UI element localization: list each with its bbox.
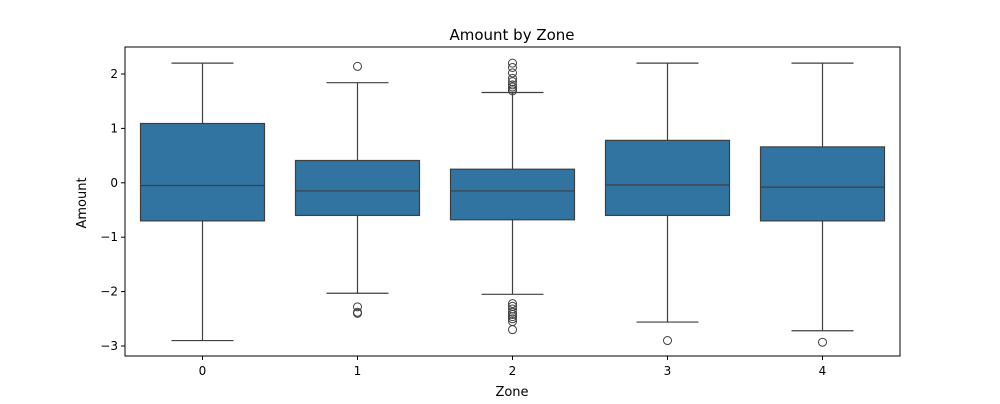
- outlier-point: [818, 337, 827, 347]
- y-tick-label: −2: [100, 285, 118, 299]
- y-tick-label: 2: [110, 67, 118, 81]
- outlier-point: [508, 82, 517, 92]
- y-tick-label: −3: [100, 339, 118, 353]
- outlier-point: [353, 308, 362, 318]
- x-tick-label: 1: [354, 364, 362, 378]
- box-zone-3: [604, 62, 731, 346]
- box-zone-4: [759, 62, 886, 347]
- y-tick-label: 0: [110, 176, 118, 190]
- y-axis-label: Amount: [75, 177, 90, 228]
- outlier-point: [508, 325, 517, 335]
- iqr-box: [604, 139, 731, 217]
- box-zone-0: [139, 62, 266, 342]
- outlier-point: [508, 80, 517, 90]
- box-zone-2: [449, 58, 576, 335]
- box-zone-1: [294, 61, 421, 318]
- y-tick-label: 1: [110, 121, 118, 135]
- outlier-point: [508, 86, 517, 96]
- outlier-point: [508, 314, 517, 324]
- outlier-point: [353, 302, 362, 312]
- x-tick-label: 4: [819, 364, 827, 378]
- iqr-box: [449, 168, 576, 221]
- x-tick-label: 0: [199, 364, 207, 378]
- outlier-point: [508, 312, 517, 322]
- iqr-box: [139, 122, 266, 222]
- outlier-point: [508, 73, 517, 83]
- outlier-point: [508, 62, 517, 72]
- outlier-point: [508, 68, 517, 78]
- outlier-point: [663, 336, 672, 346]
- outlier-point: [508, 309, 517, 319]
- x-tick-label: 3: [664, 364, 672, 378]
- x-axis-label: Zone: [495, 385, 528, 400]
- plot-area: 2 1 0 −1 −2 −3 0 1 2 3 4: [100, 58, 886, 378]
- iqr-box: [294, 159, 421, 217]
- outlier-point: [353, 61, 362, 71]
- iqr-box: [759, 146, 886, 222]
- x-tick-label: 2: [509, 364, 517, 378]
- outlier-point: [508, 299, 517, 309]
- plot-frame: [124, 46, 901, 357]
- outlier-point: [508, 58, 517, 68]
- outlier-point: [508, 307, 517, 317]
- y-tick-label: −1: [100, 230, 118, 244]
- chart-title: Amount by Zone: [449, 26, 574, 44]
